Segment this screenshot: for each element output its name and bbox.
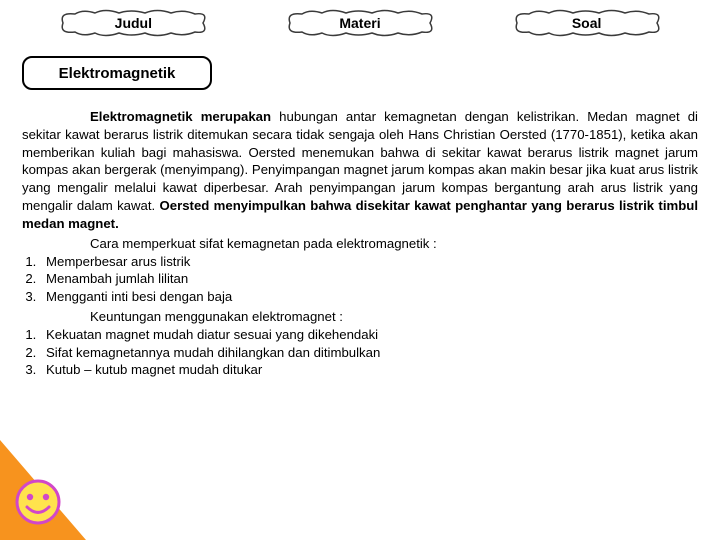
paragraph-3: Keuntungan menggunakan elektromagnet : — [22, 308, 698, 326]
list-strengthen: Memperbesar arus listrik Menambah jumlah… — [26, 253, 698, 306]
nav-materi-button[interactable]: Materi — [280, 8, 440, 38]
paragraph-2: Cara memperkuat sifat kemagnetan pada el… — [22, 235, 698, 253]
list-item: Kutub – kutub magnet mudah ditukar — [40, 361, 698, 379]
smiley-icon — [14, 478, 62, 526]
nav-judul-label: Judul — [115, 15, 152, 31]
list-item: Mengganti inti besi dengan baja — [40, 288, 698, 306]
section-title-text: Elektromagnetik — [59, 65, 176, 82]
nav-judul-button[interactable]: Judul — [53, 8, 213, 38]
list-item: Kekuatan magnet mudah diatur sesuai yang… — [40, 326, 698, 344]
list-item: Sifat kemagnetannya mudah dihilangkan da… — [40, 344, 698, 362]
nav-soal-label: Soal — [572, 15, 602, 31]
content-area: Elektromagnetik merupakan hubungan antar… — [0, 90, 720, 379]
p1-lead: Elektromagnetik merupakan — [90, 109, 271, 124]
nav-soal-button[interactable]: Soal — [507, 8, 667, 38]
section-title-badge: Elektromagnetik — [22, 56, 212, 90]
list-item: Memperbesar arus listrik — [40, 253, 698, 271]
list-item: Menambah jumlah lilitan — [40, 270, 698, 288]
paragraph-1: Elektromagnetik merupakan hubungan antar… — [22, 108, 698, 233]
nav-materi-label: Materi — [339, 15, 380, 31]
list-advantages: Kekuatan magnet mudah diatur sesuai yang… — [26, 326, 698, 379]
